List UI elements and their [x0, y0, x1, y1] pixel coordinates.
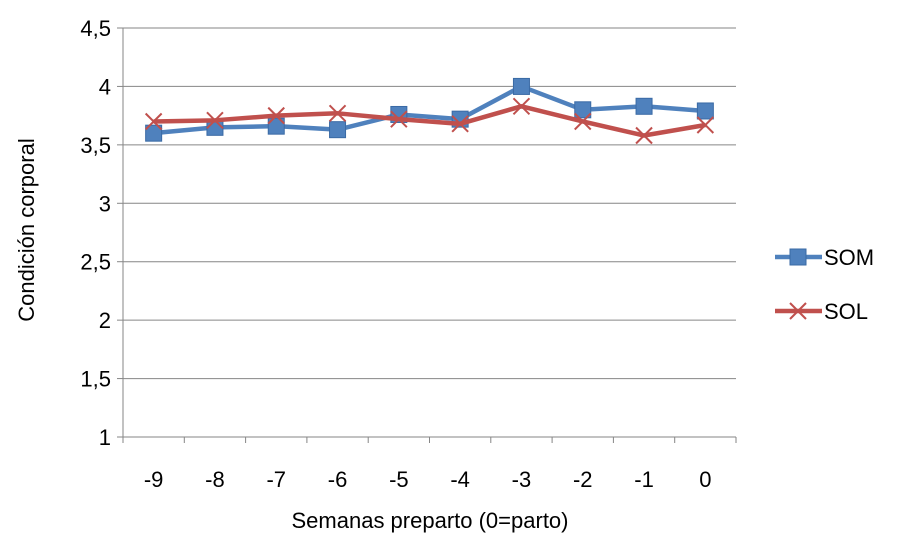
y-tick-label: 1,5	[80, 367, 111, 392]
series-som	[145, 77, 714, 142]
marker-stroke	[390, 110, 408, 128]
y-tick-label: 4	[99, 74, 111, 99]
series-group	[144, 77, 715, 145]
y-tick-label: 4,5	[80, 16, 111, 41]
x-tick-label: 0	[699, 467, 711, 492]
data-point-som	[145, 124, 163, 142]
series-line-sol	[153, 104, 706, 138]
x-tick-label: -6	[328, 467, 348, 492]
data-point-sol	[512, 97, 531, 116]
data-point-sol	[206, 111, 224, 130]
marker-stroke	[206, 111, 224, 130]
gridlines	[123, 27, 736, 380]
data-point-sol	[696, 116, 715, 134]
marker-stroke	[144, 112, 163, 131]
x-tick-label: -4	[450, 467, 470, 492]
data-point-sol	[144, 112, 163, 131]
data-point-som	[512, 77, 530, 95]
data-point-som	[635, 97, 653, 115]
legend-item-sol: SOL	[775, 299, 868, 324]
legend-marker	[789, 302, 807, 320]
y-tick-labels: 1 1,5 2 2,5 3 3,5 4 4,5	[80, 16, 111, 450]
data-point-sol	[635, 126, 653, 145]
x-tick-labels: -9 -8 -7 -6 -5 -4 -3 -2 -1 0	[144, 467, 712, 492]
marker-stroke	[451, 115, 469, 133]
legend-label-sol: SOL	[824, 299, 868, 324]
data-point-som	[574, 101, 592, 119]
x-tick-label: -8	[205, 467, 225, 492]
x-tick-label: -9	[144, 467, 164, 492]
data-point-som	[267, 117, 285, 135]
marker-stroke	[696, 116, 715, 134]
y-tick-label: 3,5	[80, 133, 111, 158]
axes	[117, 27, 737, 443]
x-tick-label: -5	[389, 467, 409, 492]
y-tick-label: 3	[99, 191, 111, 216]
data-point-som	[329, 121, 347, 139]
y-tick-label: 1	[99, 425, 111, 450]
x-tick-label: -3	[512, 467, 532, 492]
y-tick-label: 2,5	[80, 250, 111, 275]
data-point-som	[696, 102, 714, 120]
x-tick-label: -7	[266, 467, 286, 492]
legend: SOM SOL	[775, 245, 874, 324]
marker-stroke	[267, 106, 285, 125]
series-sol	[144, 97, 715, 145]
marker-stroke	[635, 126, 653, 145]
x-axis-title: Semanas preparto (0=parto)	[292, 508, 569, 533]
marker-stroke	[574, 112, 592, 131]
legend-marker	[789, 248, 807, 266]
data-point-sol	[574, 112, 592, 131]
marker-stroke	[512, 97, 531, 116]
x-tick-label: -2	[573, 467, 593, 492]
x-tick-label: -1	[634, 467, 654, 492]
data-point-sol	[267, 106, 285, 125]
series-line-som	[153, 84, 706, 136]
legend-label-som: SOM	[824, 245, 874, 270]
legend-item-som: SOM	[775, 245, 874, 270]
y-axis-title: Condición corporal	[14, 138, 39, 321]
y-tick-label: 2	[99, 308, 111, 333]
data-point-sol	[390, 110, 408, 128]
marker-stroke	[328, 104, 347, 123]
data-point-sol	[328, 104, 347, 123]
marker-stroke	[789, 302, 807, 320]
data-point-sol	[451, 115, 469, 133]
